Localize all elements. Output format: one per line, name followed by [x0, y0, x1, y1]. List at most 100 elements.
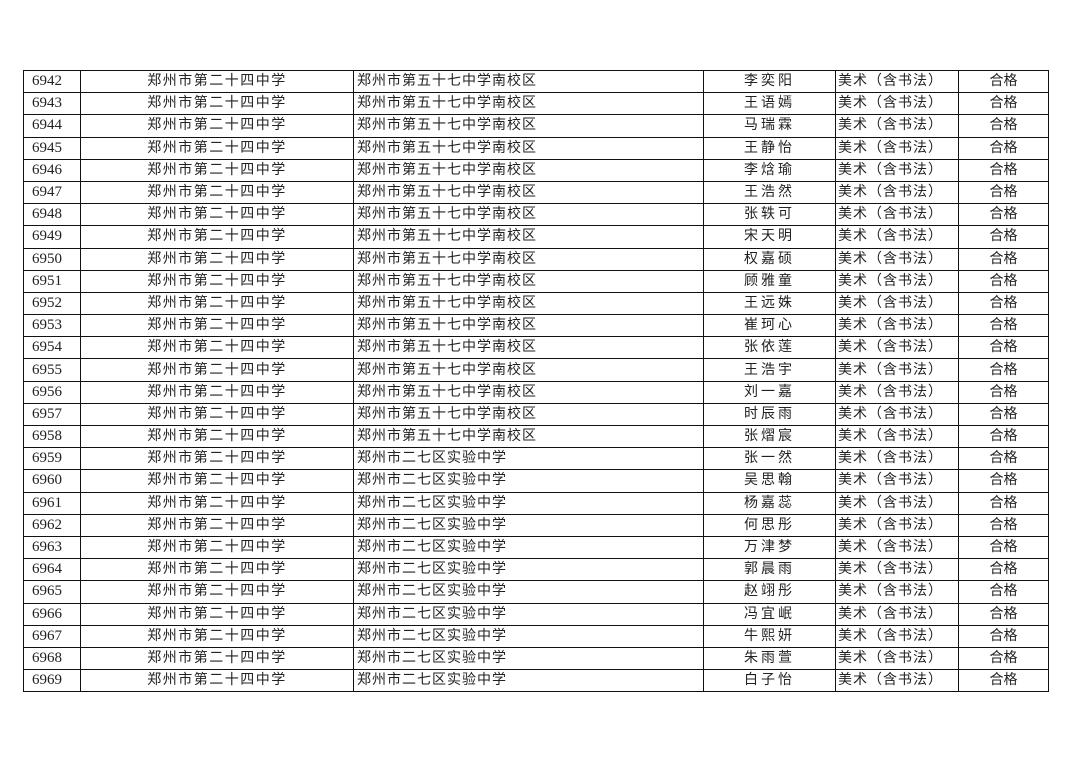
origin-school-cell: 郑州市第二十四中学: [80, 602, 354, 626]
table-row: 6962 郑州市第二十四中学 郑州市二七区实验中学 何思彤 美术（含书法） 合格: [23, 513, 1049, 537]
origin-school-cell: 郑州市第二十四中学: [80, 92, 354, 116]
student-name-cell: 冯宜岷: [703, 602, 836, 626]
table-row: 6959 郑州市第二十四中学 郑州市二七区实验中学 张一然 美术（含书法） 合格: [23, 447, 1049, 471]
row-id-cell: 6966: [23, 602, 81, 626]
target-school-cell: 郑州市第五十七中学南校区: [353, 180, 704, 205]
subject-cell: 美术（含书法）: [835, 180, 959, 205]
student-name-cell: 宋天明: [703, 225, 836, 249]
row-id-cell: 6955: [23, 358, 81, 382]
table-row: 6960 郑州市第二十四中学 郑州市二七区实验中学 吴思翰 美术（含书法） 合格: [23, 469, 1049, 493]
origin-school-cell: 郑州市第二十四中学: [80, 402, 354, 427]
target-school-cell: 郑州市第五十七中学南校区: [353, 291, 704, 316]
subject-cell: 美术（含书法）: [835, 580, 959, 604]
subject-cell: 美术（含书法）: [835, 646, 959, 671]
subject-cell: 美术（含书法）: [835, 69, 959, 94]
student-name-cell: 马瑞霖: [703, 114, 836, 138]
result-cell: 合格: [958, 447, 1049, 471]
target-school-cell: 郑州市第五十七中学南校区: [353, 402, 704, 427]
row-id-cell: 6948: [23, 203, 81, 227]
subject-cell: 美术（含书法）: [835, 558, 959, 582]
table-row: 6948 郑州市第二十四中学 郑州市第五十七中学南校区 张轶可 美术（含书法） 合格: [23, 203, 1049, 227]
subject-cell: 美术（含书法）: [835, 669, 959, 693]
subject-cell: 美术（含书法）: [835, 269, 959, 293]
target-school-cell: 郑州市二七区实验中学: [353, 558, 704, 582]
subject-cell: 美术（含书法）: [835, 402, 959, 427]
row-id-cell: 6952: [23, 291, 81, 316]
subject-cell: 美术（含书法）: [835, 447, 959, 471]
table-row: 6945 郑州市第二十四中学 郑州市第五十七中学南校区 王静怡 美术（含书法） 合格: [23, 136, 1049, 160]
table-row: 6965 郑州市第二十四中学 郑州市二七区实验中学 赵翊彤 美术（含书法） 合格: [23, 580, 1049, 604]
target-school-cell: 郑州市第五十七中学南校区: [353, 380, 704, 404]
result-cell: 合格: [958, 314, 1049, 338]
target-school-cell: 郑州市第五十七中学南校区: [353, 203, 704, 227]
student-name-cell: 万津梦: [703, 535, 836, 560]
target-school-cell: 郑州市第五十七中学南校区: [353, 69, 704, 94]
subject-cell: 美术（含书法）: [835, 336, 959, 360]
target-school-cell: 郑州市二七区实验中学: [353, 602, 704, 626]
row-id-cell: 6956: [23, 380, 81, 404]
row-id-cell: 6945: [23, 136, 81, 160]
origin-school-cell: 郑州市第二十四中学: [80, 358, 354, 382]
result-cell: 合格: [958, 225, 1049, 249]
table-row: 6969 郑州市第二十四中学 郑州市二七区实验中学 白子怡 美术（含书法） 合格: [23, 669, 1049, 693]
student-name-cell: 赵翊彤: [703, 580, 836, 604]
origin-school-cell: 郑州市第二十四中学: [80, 424, 354, 449]
origin-school-cell: 郑州市第二十四中学: [80, 558, 354, 582]
table-row: 6954 郑州市第二十四中学 郑州市第五十七中学南校区 张依莲 美术（含书法） 合格: [23, 336, 1049, 360]
student-name-cell: 张轶可: [703, 203, 836, 227]
target-school-cell: 郑州市第五十七中学南校区: [353, 225, 704, 249]
origin-school-cell: 郑州市第二十四中学: [80, 69, 354, 94]
subject-cell: 美术（含书法）: [835, 491, 959, 515]
subject-cell: 美术（含书法）: [835, 424, 959, 449]
subject-cell: 美术（含书法）: [835, 380, 959, 404]
origin-school-cell: 郑州市第二十四中学: [80, 269, 354, 293]
origin-school-cell: 郑州市第二十四中学: [80, 336, 354, 360]
table-row: 6968 郑州市第二十四中学 郑州市二七区实验中学 朱雨萱 美术（含书法） 合格: [23, 646, 1049, 671]
row-id-cell: 6959: [23, 447, 81, 471]
origin-school-cell: 郑州市第二十四中学: [80, 158, 354, 182]
row-id-cell: 6963: [23, 535, 81, 560]
table-row: 6943 郑州市第二十四中学 郑州市第五十七中学南校区 王语嫣 美术（含书法） 合格: [23, 92, 1049, 116]
target-school-cell: 郑州市第五十七中学南校区: [353, 114, 704, 138]
origin-school-cell: 郑州市第二十四中学: [80, 291, 354, 316]
subject-cell: 美术（含书法）: [835, 358, 959, 382]
student-name-cell: 牛熙妍: [703, 624, 836, 648]
origin-school-cell: 郑州市第二十四中学: [80, 225, 354, 249]
student-name-cell: 张熠宸: [703, 424, 836, 449]
student-name-cell: 吴思翰: [703, 469, 836, 493]
row-id-cell: 6954: [23, 336, 81, 360]
student-name-cell: 王静怡: [703, 136, 836, 160]
origin-school-cell: 郑州市第二十四中学: [80, 136, 354, 160]
target-school-cell: 郑州市二七区实验中学: [353, 447, 704, 471]
student-name-cell: 王远姝: [703, 291, 836, 316]
student-name-cell: 张依莲: [703, 336, 836, 360]
row-id-cell: 6951: [23, 269, 81, 293]
student-name-cell: 刘一嘉: [703, 380, 836, 404]
student-name-cell: 权嘉硕: [703, 247, 836, 271]
target-school-cell: 郑州市第五十七中学南校区: [353, 314, 704, 338]
table-row: 6950 郑州市第二十四中学 郑州市第五十七中学南校区 权嘉硕 美术（含书法） 合格: [23, 247, 1049, 271]
student-name-cell: 何思彤: [703, 513, 836, 537]
subject-cell: 美术（含书法）: [835, 247, 959, 271]
student-name-cell: 张一然: [703, 447, 836, 471]
table-row: 6942 郑州市第二十四中学 郑州市第五十七中学南校区 李奕阳 美术（含书法） 合格: [23, 69, 1049, 94]
table-row: 6953 郑州市第二十四中学 郑州市第五十七中学南校区 崔珂心 美术（含书法） 合格: [23, 314, 1049, 338]
subject-cell: 美术（含书法）: [835, 92, 959, 116]
origin-school-cell: 郑州市第二十四中学: [80, 535, 354, 560]
subject-cell: 美术（含书法）: [835, 114, 959, 138]
table-row: 6947 郑州市第二十四中学 郑州市第五十七中学南校区 王浩然 美术（含书法） 合格: [23, 180, 1049, 205]
table-row: 6955 郑州市第二十四中学 郑州市第五十七中学南校区 王浩宇 美术（含书法） 合格: [23, 358, 1049, 382]
row-id-cell: 6953: [23, 314, 81, 338]
target-school-cell: 郑州市第五十七中学南校区: [353, 336, 704, 360]
student-name-cell: 王语嫣: [703, 92, 836, 116]
table-row: 6949 郑州市第二十四中学 郑州市第五十七中学南校区 宋天明 美术（含书法） 合格: [23, 225, 1049, 249]
result-cell: 合格: [958, 669, 1049, 693]
result-cell: 合格: [958, 424, 1049, 449]
origin-school-cell: 郑州市第二十四中学: [80, 580, 354, 604]
subject-cell: 美术（含书法）: [835, 624, 959, 648]
result-cell: 合格: [958, 358, 1049, 382]
result-cell: 合格: [958, 491, 1049, 515]
student-name-cell: 杨嘉蕊: [703, 491, 836, 515]
subject-cell: 美术（含书法）: [835, 314, 959, 338]
target-school-cell: 郑州市第五十七中学南校区: [353, 136, 704, 160]
